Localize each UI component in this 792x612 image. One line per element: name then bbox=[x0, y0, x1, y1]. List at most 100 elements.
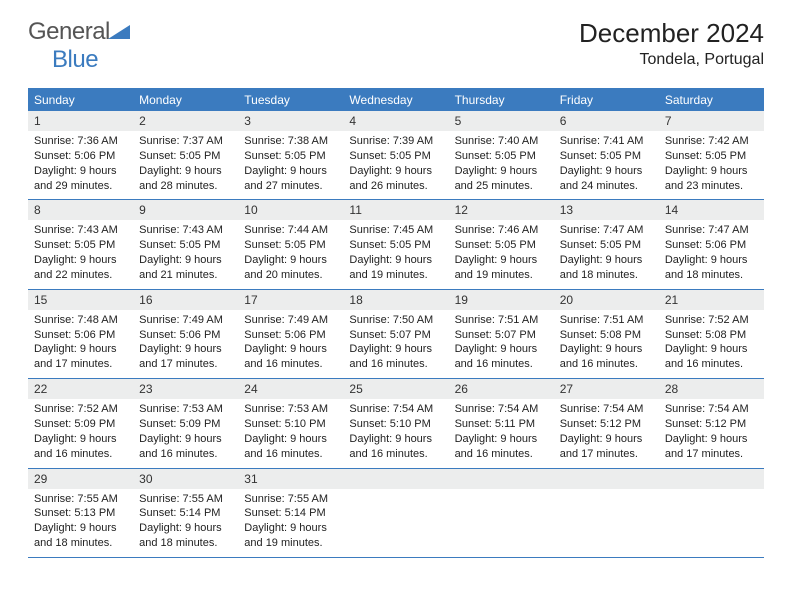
day-details: Sunrise: 7:49 AMSunset: 5:06 PMDaylight:… bbox=[133, 310, 238, 378]
sunset-line: Sunset: 5:05 PM bbox=[34, 238, 127, 253]
day-details: Sunrise: 7:55 AMSunset: 5:14 PMDaylight:… bbox=[133, 489, 238, 557]
day-number: 7 bbox=[659, 111, 764, 131]
daylight-line: Daylight: 9 hours and 21 minutes. bbox=[139, 253, 232, 283]
week-row: 8Sunrise: 7:43 AMSunset: 5:05 PMDaylight… bbox=[28, 200, 764, 289]
daylight-line: Daylight: 9 hours and 22 minutes. bbox=[34, 253, 127, 283]
sunset-line: Sunset: 5:06 PM bbox=[34, 149, 127, 164]
day-number: 15 bbox=[28, 290, 133, 310]
daylight-line: Daylight: 9 hours and 25 minutes. bbox=[455, 164, 548, 194]
day-number bbox=[449, 469, 554, 489]
day-details: Sunrise: 7:36 AMSunset: 5:06 PMDaylight:… bbox=[28, 131, 133, 199]
sunrise-line: Sunrise: 7:49 AM bbox=[139, 313, 232, 328]
day-cell: 17Sunrise: 7:49 AMSunset: 5:06 PMDayligh… bbox=[238, 290, 343, 378]
weekday-header: Friday bbox=[554, 90, 659, 111]
sunrise-line: Sunrise: 7:44 AM bbox=[244, 223, 337, 238]
daylight-line: Daylight: 9 hours and 16 minutes. bbox=[560, 342, 653, 372]
daylight-line: Daylight: 9 hours and 19 minutes. bbox=[349, 253, 442, 283]
daylight-line: Daylight: 9 hours and 17 minutes. bbox=[665, 432, 758, 462]
week-row: 15Sunrise: 7:48 AMSunset: 5:06 PMDayligh… bbox=[28, 290, 764, 379]
day-number: 30 bbox=[133, 469, 238, 489]
daylight-line: Daylight: 9 hours and 19 minutes. bbox=[244, 521, 337, 551]
day-details: Sunrise: 7:44 AMSunset: 5:05 PMDaylight:… bbox=[238, 220, 343, 288]
header: General Blue December 2024 Tondela, Port… bbox=[0, 0, 792, 82]
day-details: Sunrise: 7:43 AMSunset: 5:05 PMDaylight:… bbox=[28, 220, 133, 288]
sunset-line: Sunset: 5:05 PM bbox=[560, 238, 653, 253]
daylight-line: Daylight: 9 hours and 19 minutes. bbox=[455, 253, 548, 283]
sunset-line: Sunset: 5:09 PM bbox=[139, 417, 232, 432]
day-cell: 30Sunrise: 7:55 AMSunset: 5:14 PMDayligh… bbox=[133, 469, 238, 557]
day-number bbox=[554, 469, 659, 489]
day-details: Sunrise: 7:52 AMSunset: 5:09 PMDaylight:… bbox=[28, 399, 133, 467]
sunset-line: Sunset: 5:08 PM bbox=[665, 328, 758, 343]
day-details: Sunrise: 7:39 AMSunset: 5:05 PMDaylight:… bbox=[343, 131, 448, 199]
day-number bbox=[343, 469, 448, 489]
empty-day-cell bbox=[554, 469, 659, 557]
week-row: 1Sunrise: 7:36 AMSunset: 5:06 PMDaylight… bbox=[28, 111, 764, 200]
day-cell: 27Sunrise: 7:54 AMSunset: 5:12 PMDayligh… bbox=[554, 379, 659, 467]
week-row: 29Sunrise: 7:55 AMSunset: 5:13 PMDayligh… bbox=[28, 469, 764, 558]
day-details: Sunrise: 7:54 AMSunset: 5:11 PMDaylight:… bbox=[449, 399, 554, 467]
day-cell: 24Sunrise: 7:53 AMSunset: 5:10 PMDayligh… bbox=[238, 379, 343, 467]
day-number: 14 bbox=[659, 200, 764, 220]
weeks-container: 1Sunrise: 7:36 AMSunset: 5:06 PMDaylight… bbox=[28, 111, 764, 558]
day-details: Sunrise: 7:48 AMSunset: 5:06 PMDaylight:… bbox=[28, 310, 133, 378]
sunset-line: Sunset: 5:05 PM bbox=[455, 149, 548, 164]
day-cell: 15Sunrise: 7:48 AMSunset: 5:06 PMDayligh… bbox=[28, 290, 133, 378]
day-cell: 1Sunrise: 7:36 AMSunset: 5:06 PMDaylight… bbox=[28, 111, 133, 199]
day-number: 12 bbox=[449, 200, 554, 220]
sunrise-line: Sunrise: 7:48 AM bbox=[34, 313, 127, 328]
brand-word-2: Blue bbox=[52, 46, 98, 73]
sunset-line: Sunset: 5:05 PM bbox=[244, 238, 337, 253]
day-details: Sunrise: 7:43 AMSunset: 5:05 PMDaylight:… bbox=[133, 220, 238, 288]
day-details: Sunrise: 7:54 AMSunset: 5:10 PMDaylight:… bbox=[343, 399, 448, 467]
sunrise-line: Sunrise: 7:40 AM bbox=[455, 134, 548, 149]
day-number: 13 bbox=[554, 200, 659, 220]
day-number: 18 bbox=[343, 290, 448, 310]
sunrise-line: Sunrise: 7:42 AM bbox=[665, 134, 758, 149]
daylight-line: Daylight: 9 hours and 17 minutes. bbox=[34, 342, 127, 372]
day-number: 29 bbox=[28, 469, 133, 489]
day-number: 11 bbox=[343, 200, 448, 220]
day-cell: 20Sunrise: 7:51 AMSunset: 5:08 PMDayligh… bbox=[554, 290, 659, 378]
day-number: 27 bbox=[554, 379, 659, 399]
sunset-line: Sunset: 5:07 PM bbox=[349, 328, 442, 343]
sunrise-line: Sunrise: 7:46 AM bbox=[455, 223, 548, 238]
daylight-line: Daylight: 9 hours and 18 minutes. bbox=[665, 253, 758, 283]
weekday-header-row: SundayMondayTuesdayWednesdayThursdayFrid… bbox=[28, 90, 764, 111]
sunset-line: Sunset: 5:06 PM bbox=[34, 328, 127, 343]
sunset-line: Sunset: 5:05 PM bbox=[665, 149, 758, 164]
day-details: Sunrise: 7:40 AMSunset: 5:05 PMDaylight:… bbox=[449, 131, 554, 199]
day-cell: 9Sunrise: 7:43 AMSunset: 5:05 PMDaylight… bbox=[133, 200, 238, 288]
sunset-line: Sunset: 5:09 PM bbox=[34, 417, 127, 432]
sunset-line: Sunset: 5:14 PM bbox=[139, 506, 232, 521]
day-details: Sunrise: 7:55 AMSunset: 5:13 PMDaylight:… bbox=[28, 489, 133, 557]
daylight-line: Daylight: 9 hours and 16 minutes. bbox=[34, 432, 127, 462]
daylight-line: Daylight: 9 hours and 17 minutes. bbox=[560, 432, 653, 462]
daylight-line: Daylight: 9 hours and 18 minutes. bbox=[560, 253, 653, 283]
day-details: Sunrise: 7:50 AMSunset: 5:07 PMDaylight:… bbox=[343, 310, 448, 378]
sunset-line: Sunset: 5:13 PM bbox=[34, 506, 127, 521]
weekday-header: Thursday bbox=[449, 90, 554, 111]
daylight-line: Daylight: 9 hours and 17 minutes. bbox=[139, 342, 232, 372]
day-details: Sunrise: 7:47 AMSunset: 5:05 PMDaylight:… bbox=[554, 220, 659, 288]
sunrise-line: Sunrise: 7:53 AM bbox=[244, 402, 337, 417]
day-number: 24 bbox=[238, 379, 343, 399]
daylight-line: Daylight: 9 hours and 29 minutes. bbox=[34, 164, 127, 194]
sunrise-line: Sunrise: 7:50 AM bbox=[349, 313, 442, 328]
day-details: Sunrise: 7:45 AMSunset: 5:05 PMDaylight:… bbox=[343, 220, 448, 288]
day-details: Sunrise: 7:51 AMSunset: 5:07 PMDaylight:… bbox=[449, 310, 554, 378]
daylight-line: Daylight: 9 hours and 16 minutes. bbox=[349, 342, 442, 372]
sunrise-line: Sunrise: 7:43 AM bbox=[139, 223, 232, 238]
daylight-line: Daylight: 9 hours and 18 minutes. bbox=[139, 521, 232, 551]
sunrise-line: Sunrise: 7:38 AM bbox=[244, 134, 337, 149]
day-details: Sunrise: 7:52 AMSunset: 5:08 PMDaylight:… bbox=[659, 310, 764, 378]
sunrise-line: Sunrise: 7:36 AM bbox=[34, 134, 127, 149]
day-number: 26 bbox=[449, 379, 554, 399]
day-number: 20 bbox=[554, 290, 659, 310]
day-details: Sunrise: 7:38 AMSunset: 5:05 PMDaylight:… bbox=[238, 131, 343, 199]
sunrise-line: Sunrise: 7:49 AM bbox=[244, 313, 337, 328]
day-cell: 8Sunrise: 7:43 AMSunset: 5:05 PMDaylight… bbox=[28, 200, 133, 288]
day-number: 16 bbox=[133, 290, 238, 310]
brand-text: General Blue bbox=[28, 18, 130, 74]
sunset-line: Sunset: 5:07 PM bbox=[455, 328, 548, 343]
